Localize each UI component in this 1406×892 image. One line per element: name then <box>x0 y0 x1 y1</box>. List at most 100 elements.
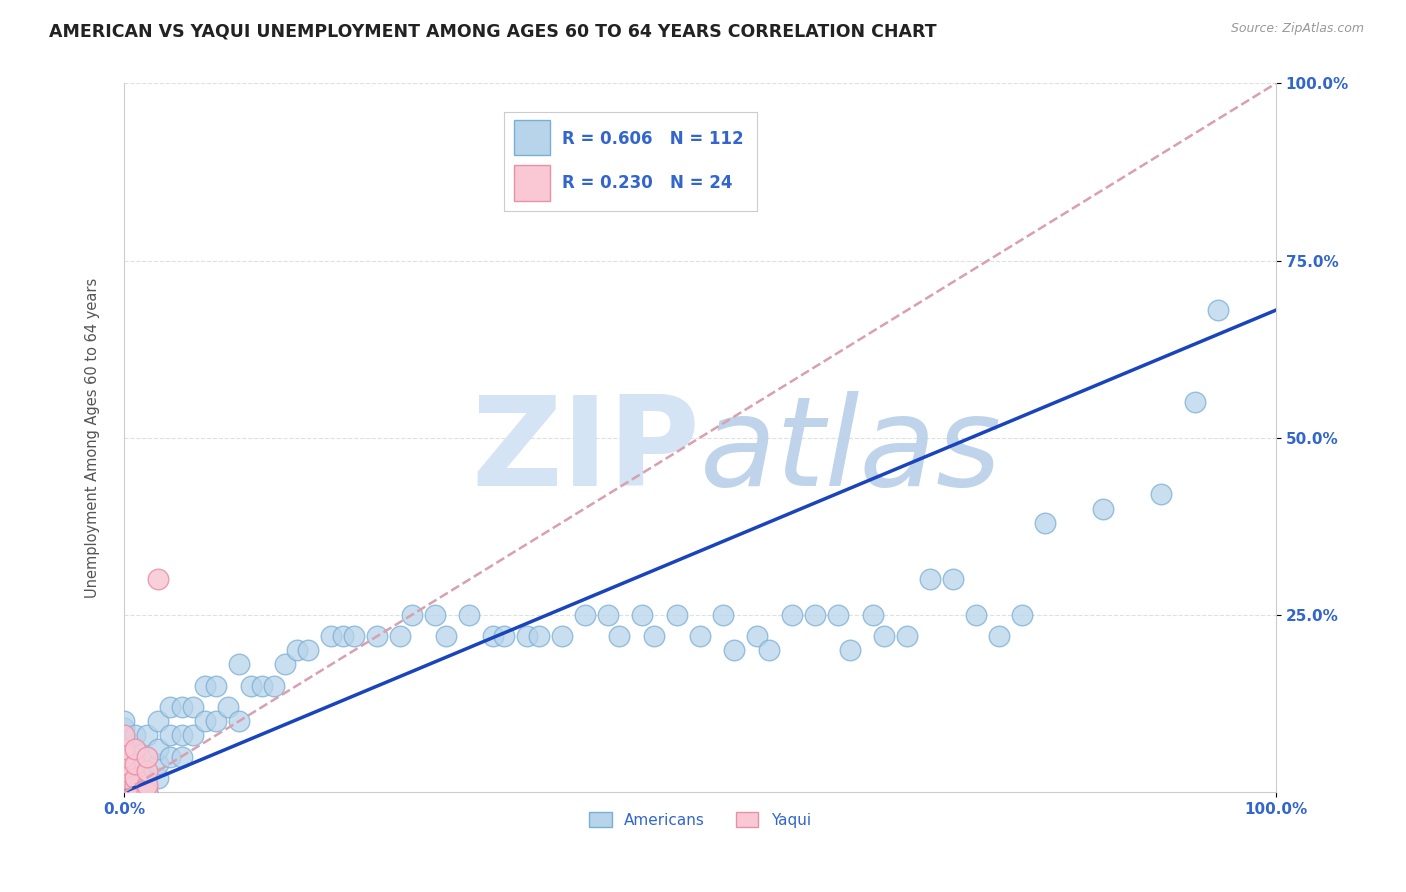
Point <box>239 679 262 693</box>
Point <box>112 728 135 742</box>
Point <box>228 657 250 672</box>
Point <box>112 764 135 778</box>
Point <box>170 749 193 764</box>
Point <box>723 643 745 657</box>
Point <box>112 785 135 799</box>
Point <box>124 785 146 799</box>
Point <box>136 728 159 742</box>
Point <box>250 679 273 693</box>
Point <box>193 714 215 728</box>
Point <box>550 629 572 643</box>
Text: Source: ZipAtlas.com: Source: ZipAtlas.com <box>1230 22 1364 36</box>
Legend: Americans, Yaqui: Americans, Yaqui <box>583 805 817 834</box>
Point <box>124 728 146 742</box>
Point <box>112 785 135 799</box>
Point <box>148 771 170 785</box>
Point <box>159 749 181 764</box>
Point <box>112 742 135 756</box>
Point <box>112 785 135 799</box>
Point <box>689 629 711 643</box>
Point <box>136 785 159 799</box>
Point <box>112 785 135 799</box>
Point <box>136 771 159 785</box>
Point <box>159 728 181 742</box>
Point <box>124 771 146 785</box>
Point <box>112 785 135 799</box>
Point <box>112 785 135 799</box>
Point <box>574 607 596 622</box>
Point <box>112 764 135 778</box>
Point <box>401 607 423 622</box>
Point <box>112 785 135 799</box>
Point <box>274 657 297 672</box>
Point <box>112 714 135 728</box>
Point <box>643 629 665 643</box>
Point <box>481 629 503 643</box>
Point <box>827 607 849 622</box>
Point <box>112 785 135 799</box>
Point <box>112 771 135 785</box>
Point <box>112 749 135 764</box>
Point <box>112 735 135 749</box>
Point <box>136 749 159 764</box>
Point <box>124 742 146 756</box>
Point <box>112 728 135 742</box>
Point <box>170 700 193 714</box>
Point <box>112 785 135 799</box>
Point <box>758 643 780 657</box>
Point <box>607 629 630 643</box>
Point <box>665 607 688 622</box>
Point <box>112 785 135 799</box>
Point <box>112 785 135 799</box>
Point <box>193 679 215 693</box>
Text: AMERICAN VS YAQUI UNEMPLOYMENT AMONG AGES 60 TO 64 YEARS CORRELATION CHART: AMERICAN VS YAQUI UNEMPLOYMENT AMONG AGE… <box>49 22 936 40</box>
Point <box>112 756 135 771</box>
Point <box>112 771 135 785</box>
Point <box>920 573 942 587</box>
Point <box>124 785 146 799</box>
Point <box>332 629 354 643</box>
Point <box>297 643 319 657</box>
Point <box>343 629 366 643</box>
Point <box>124 749 146 764</box>
Point <box>112 778 135 792</box>
Point <box>896 629 918 643</box>
Point <box>136 778 159 792</box>
Point <box>112 771 135 785</box>
Point <box>747 629 769 643</box>
Point <box>263 679 285 693</box>
Point <box>1206 303 1229 318</box>
Point <box>112 785 135 799</box>
Point <box>516 629 538 643</box>
Point <box>181 700 204 714</box>
Point <box>112 778 135 792</box>
Point <box>124 756 146 771</box>
Point <box>159 700 181 714</box>
Point <box>217 700 239 714</box>
Point <box>124 771 146 785</box>
Point <box>862 607 884 622</box>
Point <box>1035 516 1057 530</box>
Point <box>170 728 193 742</box>
Y-axis label: Unemployment Among Ages 60 to 64 years: Unemployment Among Ages 60 to 64 years <box>86 277 100 598</box>
Point <box>965 607 987 622</box>
Point <box>181 728 204 742</box>
Point <box>780 607 803 622</box>
Point <box>321 629 343 643</box>
Point <box>112 749 135 764</box>
Point <box>1092 501 1115 516</box>
Point <box>205 714 228 728</box>
Point <box>112 785 135 799</box>
Point <box>492 629 515 643</box>
Point <box>112 778 135 792</box>
Point <box>124 756 146 771</box>
Point <box>148 573 170 587</box>
Point <box>112 785 135 799</box>
Point <box>112 771 135 785</box>
Point <box>112 785 135 799</box>
Point <box>124 785 146 799</box>
Point <box>136 785 159 799</box>
Point <box>436 629 458 643</box>
Point <box>1184 395 1206 409</box>
Point <box>942 573 965 587</box>
